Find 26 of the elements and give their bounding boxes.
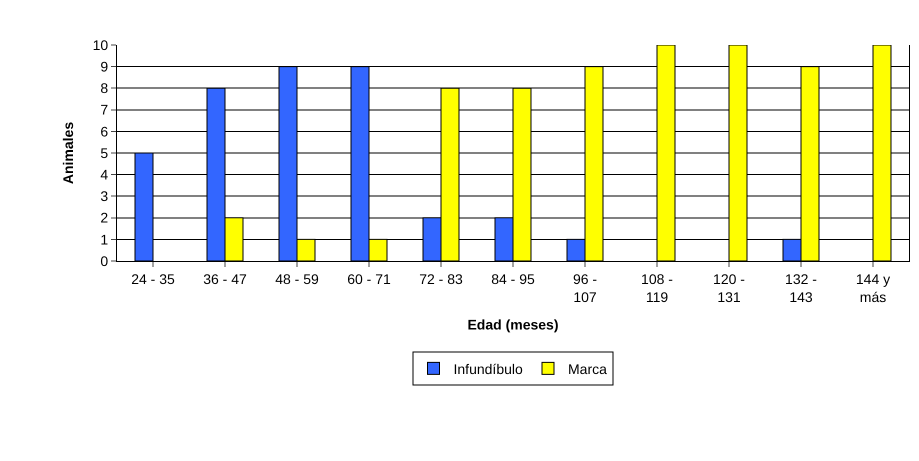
y-tick-label: 8 bbox=[100, 80, 108, 96]
y-tick-label: 3 bbox=[100, 188, 108, 204]
x-tick-label: 24 - 35 bbox=[131, 270, 176, 287]
y-axis-title: Animales bbox=[60, 122, 76, 184]
legend-label: Marca bbox=[568, 360, 608, 377]
y-tick-label: 1 bbox=[100, 231, 108, 248]
y-tick-label: 2 bbox=[100, 210, 108, 226]
x-tick-label: 120 - 131 bbox=[713, 270, 746, 305]
y-tick-label: 5 bbox=[100, 144, 108, 161]
legend-label: Infundíbulo bbox=[454, 360, 523, 377]
x-tick-label: 96 - 107 bbox=[572, 270, 598, 305]
y-tick-label: 10 bbox=[92, 36, 108, 53]
y-tick-label: 9 bbox=[100, 58, 108, 74]
x-tick-label: 84 - 95 bbox=[491, 270, 536, 287]
x-tick-label: 72 - 83 bbox=[419, 270, 464, 287]
y-tick-label: 7 bbox=[100, 102, 108, 118]
x-tick-label: 48 - 59 bbox=[275, 270, 320, 287]
x-tick-label: 144 y más bbox=[856, 270, 890, 305]
x-axis-title: Edad (meses) bbox=[467, 316, 559, 332]
x-tick-label: 108 - 119 bbox=[641, 270, 674, 305]
x-tick-label: 132 - 143 bbox=[785, 270, 818, 305]
x-tick-label: 36 - 47 bbox=[203, 270, 248, 287]
y-tick-label: 6 bbox=[100, 123, 108, 140]
y-tick-label: 0 bbox=[100, 252, 108, 269]
x-tick-label: 60 - 71 bbox=[347, 270, 392, 287]
y-tick-label: 4 bbox=[100, 166, 108, 182]
